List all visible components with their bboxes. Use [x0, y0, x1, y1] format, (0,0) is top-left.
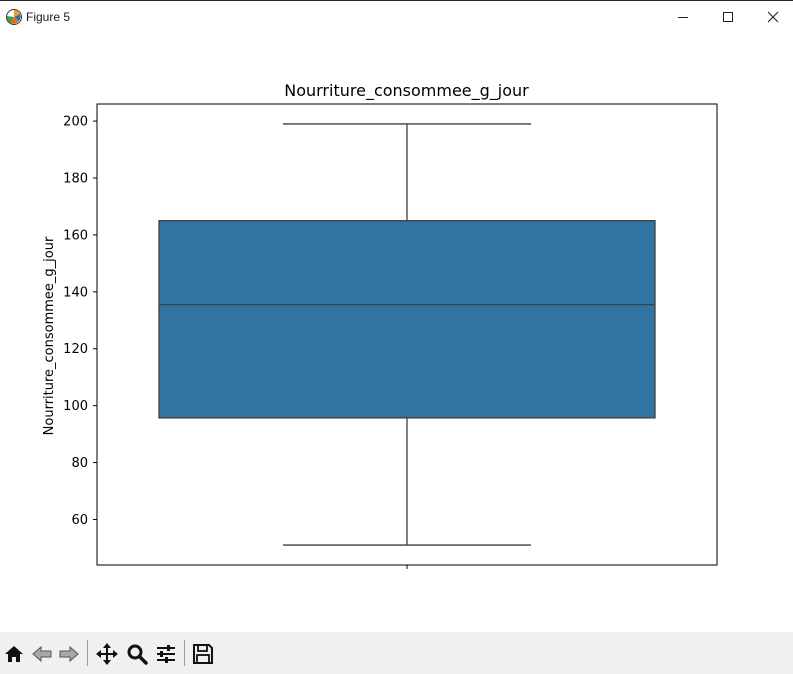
y-tick-label: 100 — [63, 399, 88, 414]
box-plot-chart: Nourriture_consommee_g_jour Nourriture_c… — [42, 81, 718, 569]
navigation-toolbar — [0, 632, 793, 674]
figure-canvas[interactable]: Nourriture_consommee_g_jour Nourriture_c… — [0, 32, 793, 632]
save-icon — [193, 644, 213, 664]
close-button[interactable] — [750, 1, 793, 32]
maximize-button[interactable] — [705, 1, 751, 32]
y-tick-label: 180 — [63, 171, 88, 186]
y-tick-label: 60 — [71, 513, 88, 528]
y-tick-label: 120 — [63, 342, 88, 357]
configure-button[interactable] — [153, 641, 179, 667]
back-arrow-icon — [32, 645, 52, 663]
y-axis-label: Nourriture_consommee_g_jour — [42, 236, 57, 435]
interquartile-box — [158, 220, 656, 419]
window-title: Figure 5 — [26, 10, 71, 24]
title-bar: Figure 5 — [0, 0, 793, 32]
move-icon — [96, 643, 118, 665]
back-button[interactable] — [29, 641, 55, 667]
forward-button[interactable] — [56, 641, 82, 667]
pan-button[interactable] — [94, 641, 120, 667]
minimize-icon — [678, 16, 688, 18]
minimize-button[interactable] — [660, 1, 706, 32]
home-button[interactable] — [1, 641, 27, 667]
y-tick-label: 80 — [71, 456, 88, 471]
chart-title: Nourriture_consommee_g_jour — [284, 81, 529, 101]
sliders-icon — [157, 645, 175, 663]
toolbar-separator — [87, 640, 88, 666]
forward-arrow-icon — [59, 645, 79, 663]
matplotlib-logo-icon — [5, 8, 23, 26]
maximize-icon — [723, 11, 733, 22]
save-button[interactable] — [190, 641, 216, 667]
search-icon — [127, 644, 148, 665]
y-tick-label: 160 — [63, 228, 88, 243]
y-tick-label: 140 — [63, 285, 88, 300]
y-tick-label: 200 — [63, 115, 88, 130]
toolbar-separator — [184, 640, 185, 666]
close-icon — [767, 11, 779, 22]
zoom-button[interactable] — [124, 641, 150, 667]
home-icon — [5, 646, 23, 662]
